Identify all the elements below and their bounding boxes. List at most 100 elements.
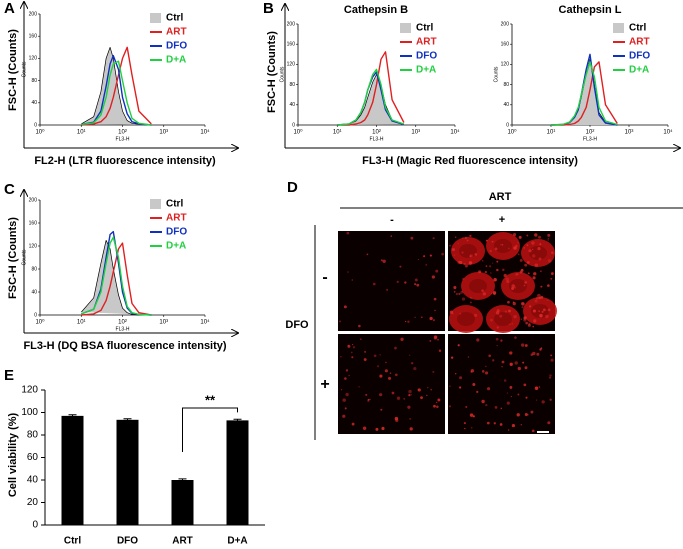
speck [455, 292, 459, 296]
speck [413, 367, 417, 371]
speck [539, 348, 542, 351]
y-tick-label: 0 [34, 312, 37, 318]
speck [438, 349, 442, 352]
error-bar [123, 418, 132, 421]
speck [533, 319, 537, 323]
speck [421, 316, 423, 318]
legend-swatch [150, 199, 161, 209]
legend-label: ART [416, 37, 437, 48]
speck [513, 246, 517, 250]
speck [460, 290, 464, 294]
speck [351, 422, 355, 426]
speck [463, 422, 466, 425]
error-bar [68, 414, 77, 417]
y-tick-label: 80 [27, 430, 39, 441]
y-tick-label: 40 [31, 100, 37, 106]
legend-label: DFO [166, 227, 187, 238]
speck [513, 315, 517, 319]
speck [469, 255, 472, 258]
x-tick-label: 10² [118, 320, 127, 326]
speck [339, 320, 341, 323]
outer-y-label: FSC-H (Counts) [7, 217, 19, 299]
speck [450, 356, 454, 359]
nucleus [494, 239, 512, 253]
nucleus [459, 244, 477, 258]
nucleus [529, 246, 547, 260]
y-tick-label: 120 [501, 62, 510, 68]
speck [346, 231, 350, 235]
speck [519, 258, 523, 262]
speck [417, 258, 420, 261]
y-tick-label: 0 [32, 520, 38, 531]
chart-title: Cathepsin B [344, 4, 408, 16]
speck [389, 372, 392, 374]
speck [489, 265, 492, 268]
speck [550, 272, 554, 275]
speck [476, 390, 479, 394]
legend-label: DFO [166, 41, 187, 52]
speck [518, 235, 522, 239]
speck [410, 394, 412, 396]
y-tick-label: 200 [287, 21, 296, 27]
speck [471, 427, 473, 429]
speck [468, 261, 473, 265]
speck [525, 396, 528, 399]
y-tick-label: 80 [31, 266, 37, 272]
speck [500, 339, 503, 342]
speck [512, 301, 515, 304]
speck [382, 259, 386, 264]
legend-label: D+A [416, 65, 436, 76]
speck [541, 310, 544, 313]
histogram-curve [81, 46, 152, 126]
speck [527, 414, 529, 416]
speck [404, 281, 407, 284]
speck [538, 257, 542, 261]
speck [547, 308, 551, 312]
speck [485, 365, 487, 367]
speck [470, 369, 474, 373]
speck [408, 394, 411, 397]
speck [520, 318, 523, 321]
speck [409, 418, 411, 420]
y-tick-label: 200 [501, 21, 510, 27]
histogram-curve [550, 58, 618, 126]
speck [449, 244, 452, 247]
legend-label: D+A [166, 241, 186, 252]
speck [532, 276, 536, 280]
image-bg [338, 231, 445, 331]
nucleus [469, 279, 487, 293]
panel-letter: C [4, 181, 15, 198]
speck [538, 296, 541, 300]
legend-swatch [150, 13, 161, 23]
legend-label: DFO [629, 51, 650, 62]
speck [395, 373, 398, 377]
speck [388, 376, 392, 380]
y-tick-label: 120 [29, 56, 38, 62]
speck [436, 405, 439, 408]
x-tick-label: 10² [118, 130, 127, 136]
speck [459, 386, 462, 389]
y-tick-label: 120 [29, 243, 38, 249]
x-axis-label: FL3-H [583, 136, 597, 142]
outer-y-label: FSC-H (Counts) [266, 31, 278, 113]
y-tick-label: 160 [287, 42, 296, 48]
speck [417, 388, 421, 392]
y-axis-label: Counts [279, 66, 285, 82]
speck [506, 401, 510, 405]
speck [481, 289, 484, 292]
panel-letter: D [287, 179, 298, 196]
speck [527, 272, 530, 275]
speck [540, 295, 544, 299]
speck [549, 374, 552, 377]
significance-bracket [182, 407, 238, 452]
speck [407, 405, 411, 409]
x-tick-label: Ctrl [64, 536, 81, 547]
x-axis-label: FL3-H [116, 136, 130, 142]
speck [457, 242, 459, 245]
speck [469, 296, 472, 299]
speck [394, 416, 399, 421]
speck [511, 286, 515, 291]
y-tick-label: 20 [27, 497, 39, 508]
y-tick-label: 160 [501, 42, 510, 48]
x-tick-label: 10¹ [333, 130, 342, 136]
